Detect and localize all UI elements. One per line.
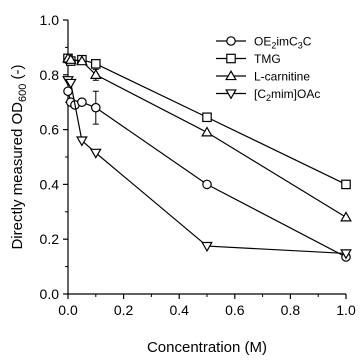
y-tick-label: 0.4 xyxy=(40,176,60,192)
data-point xyxy=(340,249,352,260)
data-point xyxy=(201,126,213,137)
series-layer xyxy=(62,52,352,262)
legend-entry: TMG xyxy=(216,52,281,66)
y-tick-label: 0.2 xyxy=(40,231,60,247)
data-point xyxy=(64,53,77,64)
data-point xyxy=(91,102,101,113)
data-point xyxy=(202,112,212,123)
y-axis-title-main: Directly measured OD xyxy=(9,102,26,250)
legend-label: OE2imC3C xyxy=(254,35,312,51)
legend-label: L-carnitine xyxy=(254,70,310,84)
y-axis-title: Directly measured OD600 (-) xyxy=(9,64,29,249)
legend-label: TMG xyxy=(254,52,281,66)
x-tick-label: 0.2 xyxy=(114,302,134,318)
y-axis-title-unit: (-) xyxy=(9,64,26,83)
legend-marker xyxy=(226,53,236,64)
legend-entry: L-carnitine xyxy=(216,70,310,84)
data-point xyxy=(89,148,102,159)
x-tick-label: 0.8 xyxy=(281,302,301,318)
legend-entry: OE2imC3C xyxy=(216,35,312,51)
data-point xyxy=(202,179,212,190)
x-tick-label: 0.0 xyxy=(58,302,78,318)
y-tick-label: 1.0 xyxy=(40,12,60,28)
data-point xyxy=(201,241,213,253)
data-point xyxy=(77,97,87,107)
x-axis-title: Concentration (M) xyxy=(147,339,267,356)
y-tick-label: 0.0 xyxy=(40,286,60,302)
data-point xyxy=(64,78,77,90)
series-triangle-down xyxy=(62,76,352,260)
data-point xyxy=(76,55,88,66)
data-point xyxy=(90,59,101,69)
series-triangle-up xyxy=(62,52,352,222)
plot-axes: 0.0 0.2 0.4 0.6 0.8 1.0 0.0 0.2 0.4 0.6 0.8 1.0 xyxy=(40,12,356,318)
legend-label: [C2mim]OAc xyxy=(254,87,320,103)
legend-marker xyxy=(226,36,236,46)
data-point xyxy=(76,136,88,147)
x-tick-label: 0.4 xyxy=(169,302,189,318)
y-tick-label: 0.6 xyxy=(40,122,60,138)
legend-entry: [C2mim]OAc xyxy=(216,87,320,103)
data-point xyxy=(341,179,351,190)
x-tick-label: 0.6 xyxy=(225,302,245,318)
data-point xyxy=(340,211,352,222)
series-line xyxy=(67,79,347,255)
legend-marker xyxy=(225,89,237,100)
y-axis-title-subscript: 600 xyxy=(17,84,29,102)
y-tick-label: 0.8 xyxy=(40,67,60,83)
legend-marker xyxy=(225,69,237,81)
x-tick-label: 1.0 xyxy=(336,302,356,318)
data-point xyxy=(89,68,102,79)
